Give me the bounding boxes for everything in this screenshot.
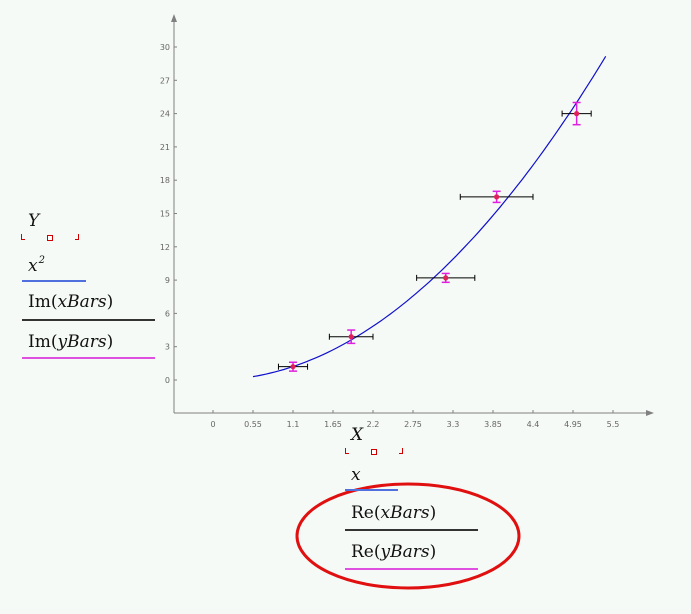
x-squared-base: x — [28, 256, 38, 276]
x-tick-label: 2.2 — [367, 420, 380, 429]
y-tick-label: 15 — [160, 210, 170, 219]
re-fn-x: Re — [351, 503, 374, 523]
trace-line-black-y — [22, 319, 155, 321]
x-placeholder-bracket-right — [399, 448, 403, 454]
y-axis-label-Y[interactable]: Y — [28, 211, 40, 231]
data-point[interactable] — [290, 364, 296, 370]
data-point[interactable] — [494, 194, 500, 200]
x-tick-label: 3.85 — [484, 420, 502, 429]
paren-open: ( — [50, 332, 58, 352]
trace-line-magenta-y — [22, 357, 155, 359]
y-placeholder-bracket-right — [75, 234, 79, 240]
paren-close: ) — [106, 332, 114, 352]
y-tick-label: 30 — [160, 43, 170, 52]
y-tick-label: 21 — [160, 143, 170, 152]
y-axis-label-im-ybars[interactable]: Im(yBars) — [28, 332, 113, 352]
x-tick-label: 5.5 — [607, 420, 620, 429]
x-axis-label-x[interactable]: x — [351, 465, 361, 485]
data-point[interactable] — [574, 111, 580, 117]
im-fn-x: Im — [28, 292, 51, 312]
x-placeholder-bracket-left — [345, 448, 349, 454]
x-squared-exponent: 2 — [38, 255, 45, 266]
paren-open: ( — [373, 503, 381, 523]
re-fn-y: Re — [351, 542, 374, 562]
x-tick-label: 0 — [210, 420, 215, 429]
trace-line-magenta-x — [345, 568, 478, 570]
trace-line-blue-y — [22, 280, 86, 282]
y-placeholder[interactable] — [47, 235, 53, 241]
x-tick-label: 1.65 — [324, 420, 342, 429]
x-axis-arrow — [646, 410, 654, 416]
y-tick-label: 9 — [165, 276, 170, 285]
y-axis-arrow — [171, 14, 177, 22]
re-ybars-arg: yBars — [380, 542, 430, 562]
y-tick-label: 18 — [160, 176, 170, 185]
trace-line-black-x — [345, 529, 478, 531]
x-tick-label: 2.75 — [404, 420, 422, 429]
im-fn-y: Im — [28, 332, 51, 352]
x-axis-label-X[interactable]: X — [351, 425, 364, 445]
plot-axes — [171, 14, 654, 416]
x-tick-label: 1.1 — [287, 420, 300, 429]
data-points-layer — [290, 111, 580, 370]
re-xbars-arg: xBars — [380, 503, 430, 523]
x-placeholder[interactable] — [371, 449, 377, 455]
x-squared-curve-layer — [252, 55, 607, 378]
y-tick-label: 24 — [160, 110, 170, 119]
im-xbars-arg: xBars — [57, 292, 107, 312]
data-point[interactable] — [348, 334, 354, 340]
x-tick-label: 3.3 — [447, 420, 460, 429]
paren-close: ) — [429, 542, 437, 562]
trace-line-blue-x — [345, 489, 398, 491]
tick-labels: 0 3 6 9 12 15 18 21 24 27 30 0 0.55 1.1 1.65 2.2 2.75 3.3… — [160, 43, 620, 429]
paren-close: ) — [429, 503, 437, 523]
y-tick-label: 12 — [160, 243, 170, 252]
y-placeholder-bracket-left — [21, 234, 25, 240]
y-tick-label: 6 — [165, 309, 170, 318]
y-tick-label: 3 — [165, 343, 170, 352]
x-squared-curve — [252, 55, 607, 378]
im-ybars-arg: yBars — [57, 332, 107, 352]
y-tick-label: 0 — [165, 376, 170, 385]
x-tick-label: 4.95 — [564, 420, 582, 429]
paren-close: ) — [106, 292, 114, 312]
data-point[interactable] — [443, 275, 449, 281]
highlight-circle — [295, 482, 521, 590]
paren-open: ( — [373, 542, 381, 562]
y-tick-label: 27 — [160, 76, 170, 85]
y-axis-label-im-xbars[interactable]: Im(xBars) — [28, 292, 113, 312]
x-tick-label: 4.4 — [527, 420, 540, 429]
errorbar-layer — [277, 101, 592, 372]
x-axis-label-re-xbars[interactable]: Re(xBars) — [351, 503, 436, 523]
x-tick-label: 0.55 — [244, 420, 262, 429]
y-axis-label-x-squared[interactable]: x2 — [28, 255, 45, 276]
x-axis-label-re-ybars[interactable]: Re(yBars) — [351, 542, 436, 562]
paren-open: ( — [50, 292, 58, 312]
